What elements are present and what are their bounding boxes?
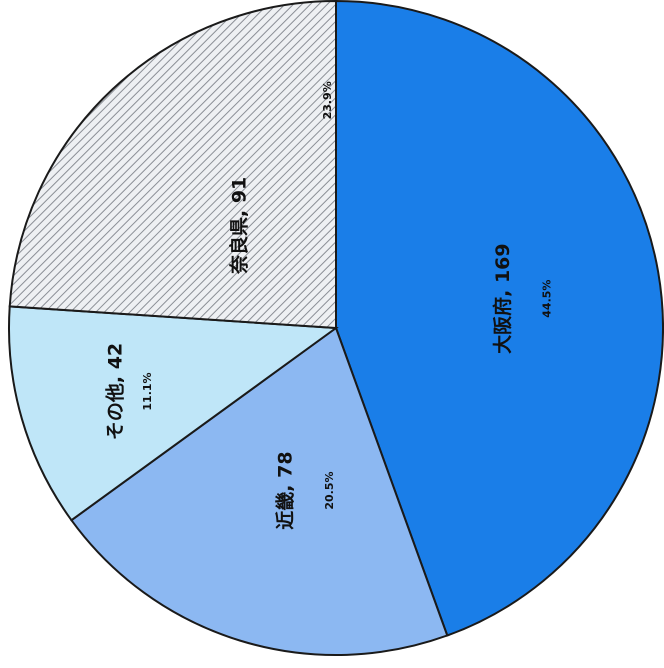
slice-label-1: 大阪府, 169 xyxy=(491,243,514,354)
slice-percent-1: 44.5% xyxy=(540,280,553,318)
slice-label-4: 奈良県, 91 xyxy=(227,177,250,275)
pie-slice-1 xyxy=(335,0,664,637)
pie-slice-4 xyxy=(8,0,337,330)
slice-label-3: その他, 42 xyxy=(104,343,127,440)
pie-slice-3 xyxy=(8,305,339,522)
pie-slices xyxy=(8,0,664,656)
slice-label-2: 近畿, 78 xyxy=(274,451,297,529)
slice-percent-3: 11.1% xyxy=(141,372,154,410)
slice-percent-2: 20.5% xyxy=(323,471,336,509)
pie-slice-2 xyxy=(70,326,449,656)
slice-percent-4: 23.9% xyxy=(321,81,334,119)
pie-labels: 大阪府, 169 44.5% 近畿, 78 20.5% その他, 42 11.1% 奈良県,… xyxy=(104,81,554,529)
